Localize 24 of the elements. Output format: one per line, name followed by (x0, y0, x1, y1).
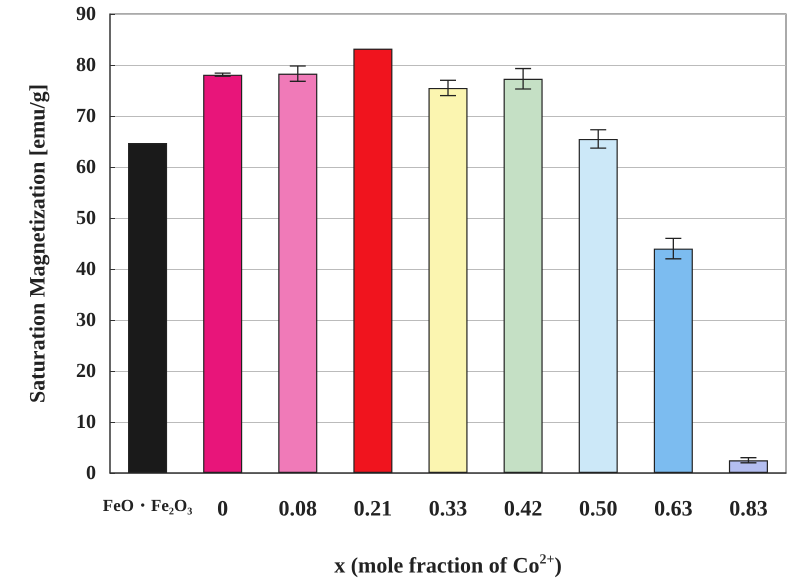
x-tick-label: 0 (217, 496, 228, 520)
x-tick-label: 0.21 (354, 496, 392, 520)
y-tick-label: 70 (76, 105, 96, 127)
y-tick-label: 30 (76, 309, 96, 331)
x-tick-label: 0.50 (578, 496, 618, 520)
bar (128, 143, 168, 473)
bar (353, 48, 392, 473)
y-tick-label: 50 (76, 207, 96, 229)
bar (203, 74, 242, 473)
y-tick-label: 90 (76, 3, 96, 25)
y-tick-label: 80 (76, 54, 96, 76)
y-tick-label: 60 (76, 156, 96, 178)
x-tick-label: 0.83 (729, 496, 768, 520)
bar (728, 460, 768, 473)
x-tick-label: 0.33 (428, 496, 468, 520)
x-tick-label: 0.08 (278, 496, 318, 520)
x-tick-label: FeO・Fe₂O₃ (102, 496, 192, 515)
y-axis-title: Saturation Magnetization [emu/g] (24, 84, 50, 403)
y-tick-label: 20 (76, 360, 96, 382)
x-tick-label: 0.42 (504, 496, 542, 520)
y-tick-label: 10 (76, 411, 96, 433)
x-tick-label: 0.63 (654, 496, 693, 520)
y-tick-label: 0 (86, 462, 96, 484)
y-tick-label: 40 (76, 258, 96, 280)
